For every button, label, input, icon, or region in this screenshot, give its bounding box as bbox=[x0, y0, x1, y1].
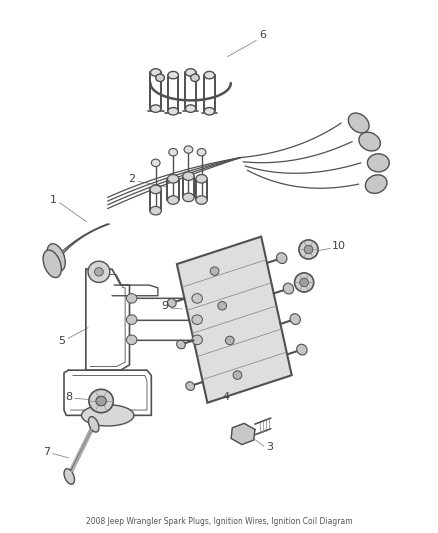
Ellipse shape bbox=[184, 146, 193, 154]
Text: 2008 Jeep Wrangler Spark Plugs, Ignition Wires, Ignition Coil Diagram: 2008 Jeep Wrangler Spark Plugs, Ignition… bbox=[86, 517, 352, 526]
Ellipse shape bbox=[192, 335, 202, 345]
Ellipse shape bbox=[95, 268, 103, 276]
Ellipse shape bbox=[167, 174, 179, 183]
Ellipse shape bbox=[196, 196, 207, 204]
Ellipse shape bbox=[192, 294, 202, 303]
Ellipse shape bbox=[283, 283, 293, 294]
Ellipse shape bbox=[183, 172, 194, 180]
Text: 2: 2 bbox=[128, 174, 135, 184]
Ellipse shape bbox=[204, 108, 215, 115]
Ellipse shape bbox=[186, 382, 194, 390]
Ellipse shape bbox=[218, 302, 226, 310]
Text: 10: 10 bbox=[332, 241, 346, 251]
Text: 9: 9 bbox=[161, 301, 168, 311]
Ellipse shape bbox=[64, 469, 74, 484]
Ellipse shape bbox=[290, 314, 300, 325]
Ellipse shape bbox=[150, 105, 161, 112]
Ellipse shape bbox=[88, 261, 110, 282]
Ellipse shape bbox=[185, 105, 196, 112]
Text: 5: 5 bbox=[58, 336, 65, 346]
Ellipse shape bbox=[155, 74, 164, 82]
Ellipse shape bbox=[81, 405, 134, 426]
Ellipse shape bbox=[150, 69, 161, 76]
Ellipse shape bbox=[226, 336, 234, 345]
Text: 7: 7 bbox=[43, 447, 50, 456]
Ellipse shape bbox=[167, 196, 179, 204]
Ellipse shape bbox=[196, 174, 207, 183]
Ellipse shape bbox=[96, 396, 106, 406]
Ellipse shape bbox=[150, 185, 161, 193]
Ellipse shape bbox=[89, 389, 113, 413]
Ellipse shape bbox=[192, 315, 202, 325]
Ellipse shape bbox=[168, 108, 178, 115]
Text: 3: 3 bbox=[267, 442, 274, 452]
Ellipse shape bbox=[204, 71, 215, 79]
Ellipse shape bbox=[197, 149, 206, 156]
Ellipse shape bbox=[127, 294, 137, 303]
Ellipse shape bbox=[183, 193, 194, 201]
Bar bbox=[177, 237, 292, 403]
Text: 6: 6 bbox=[259, 30, 266, 41]
Ellipse shape bbox=[297, 344, 307, 355]
Text: 8: 8 bbox=[65, 392, 72, 402]
Ellipse shape bbox=[367, 154, 389, 172]
Ellipse shape bbox=[233, 371, 242, 379]
Ellipse shape bbox=[304, 245, 313, 254]
Ellipse shape bbox=[151, 159, 160, 166]
Polygon shape bbox=[231, 423, 255, 445]
Ellipse shape bbox=[127, 335, 137, 345]
Ellipse shape bbox=[299, 240, 318, 259]
Ellipse shape bbox=[348, 113, 369, 133]
Ellipse shape bbox=[167, 298, 176, 307]
Text: 4: 4 bbox=[222, 392, 229, 402]
Ellipse shape bbox=[210, 267, 219, 276]
Ellipse shape bbox=[47, 244, 65, 271]
Ellipse shape bbox=[150, 206, 161, 215]
Ellipse shape bbox=[276, 253, 287, 263]
Ellipse shape bbox=[168, 71, 178, 79]
Ellipse shape bbox=[43, 250, 61, 278]
Ellipse shape bbox=[88, 417, 99, 432]
Ellipse shape bbox=[127, 315, 137, 325]
Ellipse shape bbox=[365, 175, 387, 193]
Ellipse shape bbox=[169, 149, 177, 156]
Text: 1: 1 bbox=[49, 195, 57, 205]
Ellipse shape bbox=[177, 340, 185, 349]
Ellipse shape bbox=[191, 74, 199, 82]
Ellipse shape bbox=[359, 132, 380, 151]
Ellipse shape bbox=[294, 273, 314, 292]
Ellipse shape bbox=[185, 69, 196, 76]
Ellipse shape bbox=[300, 278, 308, 287]
